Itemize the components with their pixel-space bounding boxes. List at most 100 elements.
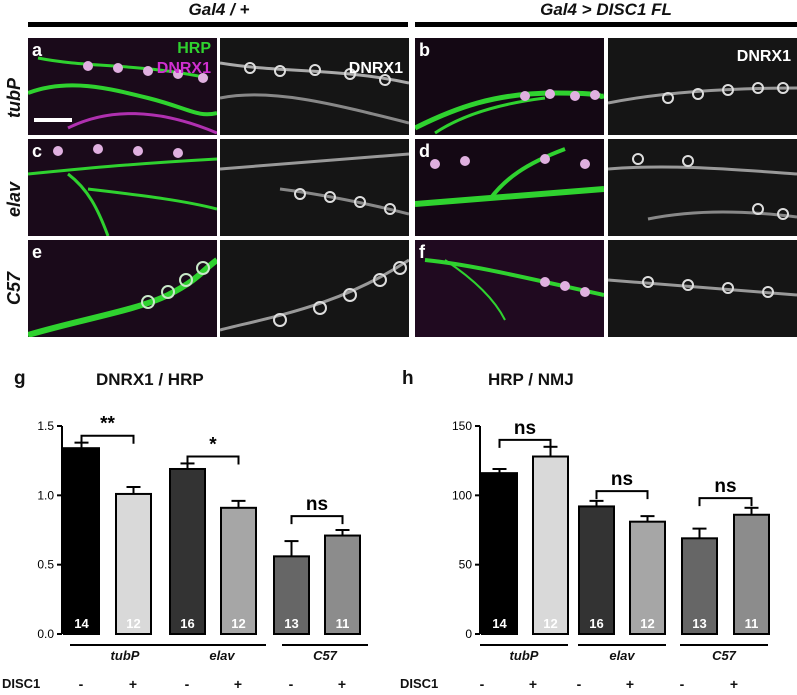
panel-f-letter: f [419, 242, 425, 262]
chart-h-y-tick-label: 150 [452, 419, 472, 433]
panel-a-dnrx1: DNRX1 [220, 38, 409, 135]
chart-h-bar [532, 455, 569, 635]
panel-d-neurites [415, 147, 604, 207]
panel-d-dnrx1 [608, 139, 797, 236]
disc1-sign-h: - [576, 676, 582, 692]
disc1-sign-h: + [528, 676, 538, 692]
chart-h-n-label: 12 [640, 616, 654, 631]
panel-b-gray-neurites [608, 82, 797, 105]
panel-c-dnrx1 [220, 139, 409, 236]
chart-g-bar [220, 506, 257, 635]
panel-a-merge: a HRP DNRX1 [28, 38, 217, 135]
panel-c-letter: c [32, 141, 43, 161]
chart-g-n-label: 12 [126, 616, 140, 631]
panel-b-neurites [415, 89, 604, 135]
disc1-sign-g: + [233, 676, 243, 692]
chart-g-sig-bracket [186, 455, 240, 465]
group-g-tubp: tubP [70, 644, 180, 663]
row-label-tubp: tubP [4, 78, 24, 118]
chart-g-bar [115, 492, 152, 635]
chart-g-sig-label: * [209, 435, 217, 456]
chart-g-sig-label: ** [100, 414, 115, 435]
chart-h-letter: h [402, 368, 414, 389]
panel-f-merge: f [415, 240, 604, 337]
panel-e-dnrx1 [220, 240, 409, 337]
chart-g-y-tick-label: 0.5 [37, 558, 54, 572]
group-g-c57: C57 [282, 644, 368, 663]
disc1-label-g: DISC1 [2, 676, 41, 691]
row-label-elav: elav [4, 181, 24, 217]
chart-g-y-tick-label: 1.0 [37, 488, 54, 502]
panel-c-merge: c [28, 139, 217, 236]
disc1-sign-g: - [288, 676, 294, 692]
chart-g-n-label: 12 [231, 616, 245, 631]
disc1-sign-g: + [128, 676, 138, 692]
chart-g-bar [273, 555, 310, 635]
chart-g-sig-bracket [80, 434, 135, 444]
panel-a-neurites [28, 56, 217, 135]
disc1-sign-h: + [625, 676, 635, 692]
chart-h-sig-bracket [698, 497, 753, 507]
chart-g-n-label: 11 [336, 616, 350, 631]
panel-f-dnrx1 [608, 240, 797, 337]
chart-h-bar [578, 505, 615, 635]
header-right-label: Gal4 > DISC1 FL [540, 0, 672, 19]
chart-h-y-tick-label: 100 [452, 488, 472, 502]
channel-hrp-label: HRP [177, 40, 211, 57]
panel-f-neurites [424, 258, 604, 321]
channel-dnrx1-gray-b-label: DNRX1 [736, 48, 791, 65]
chart-g-n-label: 16 [180, 616, 194, 631]
chart-g-n-label: 14 [74, 616, 89, 631]
panel-d-letter: d [419, 141, 430, 161]
chart-h-bar [629, 520, 666, 635]
chart-g-sig-label: ns [306, 494, 328, 515]
panel-f-gray-neurites [608, 276, 797, 298]
chart-h-title: HRP / NMJ [488, 370, 574, 389]
panel-e-letter: e [32, 242, 43, 262]
panel-c-neurites [28, 144, 217, 236]
panel-b-letter: b [419, 40, 430, 60]
panel-a-letter: a [32, 40, 43, 60]
group-h-tubp: tubP [480, 644, 568, 663]
channel-dnrx1-gray-label: DNRX1 [348, 60, 403, 77]
chart-g-n-label: 13 [284, 616, 298, 631]
header-left-bar [28, 22, 408, 27]
chart-g-sig-bracket [290, 515, 344, 525]
panel-b-merge: b [415, 38, 604, 135]
scale-bar [34, 118, 72, 122]
chart-h-y-tick-label: 0 [465, 627, 472, 641]
chart-h-sig-label: ns [714, 476, 736, 497]
disc1-sign-g: + [337, 676, 347, 692]
chart-h-n-label: 11 [745, 616, 759, 631]
chart-h-sig-bracket [498, 438, 552, 448]
panel-e-gray-neurites [220, 258, 409, 332]
group-h-elav: elav [578, 644, 666, 663]
group-g-elav: elav [178, 644, 266, 663]
chart-g-bar [63, 447, 100, 636]
chart-h-n-label: 12 [543, 616, 557, 631]
chart-g-y-tick-label: 1.5 [37, 419, 54, 433]
chart-h-n-label: 14 [492, 616, 507, 631]
chart-h-sig-label: ns [611, 469, 633, 490]
panel-c-gray-neurites [220, 152, 409, 216]
chart-h-sig-bracket [595, 490, 649, 500]
channel-dnrx1-label: DNRX1 [156, 60, 211, 77]
row-label-c57: C57 [4, 271, 24, 305]
panel-e-merge: e [28, 240, 217, 337]
chart-h-n-label: 16 [589, 616, 603, 631]
panel-d-merge: d [415, 139, 604, 236]
group-h-c57: C57 [680, 644, 768, 663]
disc1-sign-g: - [78, 676, 84, 692]
chart-h-sig-label: ns [514, 418, 536, 439]
chart-g-y-tick-label: 0.0 [37, 627, 54, 641]
disc1-sign-h: + [729, 676, 739, 692]
chart-g-title: DNRX1 / HRP [96, 370, 204, 389]
header-left-label: Gal4 / + [188, 0, 250, 19]
disc1-sign-h: - [479, 676, 485, 692]
disc1-sign-h: - [679, 676, 685, 692]
chart-h-bar [681, 537, 718, 636]
chart-h-n-label: 13 [692, 616, 706, 631]
chart-h-bar [481, 472, 518, 635]
chart-h: 0 50 100 150 14 12 16 12 13 11 ns ns ns [452, 418, 770, 641]
panel-d-gray-neurites [608, 153, 797, 221]
